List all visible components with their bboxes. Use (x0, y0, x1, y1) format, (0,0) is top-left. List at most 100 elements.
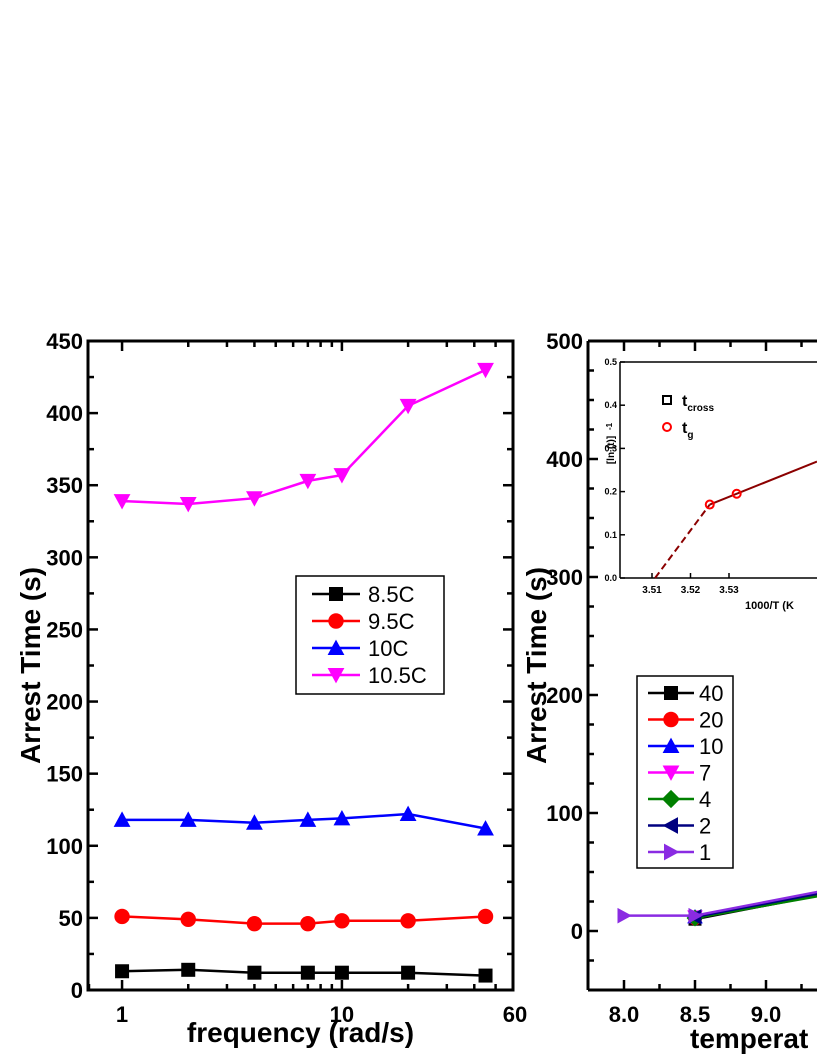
data-point (246, 814, 263, 830)
data-point (113, 811, 131, 827)
data-point (246, 915, 263, 932)
series-line (694, 892, 817, 919)
inset-x-tick-label: 3.53 (719, 585, 739, 596)
series-line (122, 368, 487, 506)
x-tick-label: 8.5 (680, 1002, 711, 1027)
data-point (399, 805, 417, 822)
series-8.5C (115, 962, 493, 983)
inset-fit-line (709, 460, 817, 506)
x-tick-label: 8.0 (609, 1002, 640, 1027)
data-point (477, 908, 494, 925)
inset-y-tick-label: 0.0 (604, 573, 617, 583)
y-tick-label: 100 (546, 801, 583, 826)
inset-y-tick-label: 0.1 (604, 530, 617, 540)
y-tick-label: 300 (46, 545, 83, 570)
inset-y-tick-label: 0.2 (604, 487, 617, 497)
data-point (334, 965, 349, 980)
data-point (300, 915, 316, 932)
data-point (400, 913, 416, 929)
x-axis-label: temperat (690, 1023, 808, 1054)
y-tick-label: 400 (546, 447, 583, 472)
data-point (478, 968, 493, 983)
data-point (477, 820, 494, 836)
series-10C (113, 805, 494, 836)
y-tick-label: 250 (46, 617, 83, 642)
series-10.5C (113, 362, 494, 513)
legend-label: 40 (699, 681, 723, 706)
legend-label: 2 (699, 814, 711, 839)
y-axis-label: Arrest Time (s) (15, 567, 46, 764)
legend-marker (662, 765, 680, 781)
legend-label: 10 (699, 734, 723, 759)
data-point (179, 496, 197, 513)
legend-label: 4 (699, 787, 711, 812)
inset-y-tick-label: 0.5 (604, 357, 617, 367)
data-point (115, 964, 130, 979)
inset-legend-marker (662, 422, 672, 432)
legend-marker (663, 711, 679, 728)
data-point (688, 907, 703, 924)
legend-marker (661, 789, 681, 809)
inset-x-tick-label: 3.51 (642, 585, 662, 596)
y-tick-label: 150 (46, 762, 83, 787)
legend-marker (662, 817, 678, 834)
legend-marker (327, 668, 345, 684)
legend-marker (664, 686, 678, 700)
y-tick-label: 0 (571, 919, 583, 944)
data-point (401, 965, 416, 980)
legend-label: 10C (368, 636, 408, 661)
y-tick-label: 0 (71, 978, 83, 1003)
data-point (617, 907, 632, 924)
inset-chart: 0.0 0.1 0.2 0.3 0.4 0.5 3.51 3.52 3.53 1000/T (K [… (604, 357, 817, 612)
inset-y-exponent: -1 (605, 422, 614, 430)
legend-marker (328, 613, 344, 629)
data-point (334, 913, 350, 929)
y-tick-label: 450 (46, 329, 83, 354)
data-point (179, 811, 197, 827)
legend-label: 10.5C (368, 663, 427, 688)
data-point (299, 811, 317, 827)
legend-label: 20 (699, 708, 723, 733)
data-point (181, 962, 196, 977)
y-tick-label: 350 (46, 473, 83, 498)
data-point (299, 473, 317, 490)
x-axis-label: frequency (rad/s) (187, 1017, 414, 1048)
data-point (246, 491, 263, 507)
inset-x-axis-label: 1000/T (K (745, 600, 794, 612)
inset-legend-subscript: g (687, 430, 693, 441)
y-tick-label: 500 (546, 329, 583, 354)
data-point (477, 362, 494, 379)
data-point (113, 494, 131, 510)
data-point (300, 965, 315, 980)
inset-y-tick-label: 0.3 (604, 443, 617, 453)
inset-data-point (704, 499, 715, 510)
inset-legend-marker (662, 395, 672, 405)
legend-marker (329, 587, 343, 601)
legend-label: 8.5C (368, 582, 415, 607)
inset-legend-subscript: cross (687, 403, 714, 414)
inset-y-axis-label: [ln (t)] (606, 436, 617, 464)
inset-data-point (731, 488, 742, 499)
y-tick-label: 400 (46, 401, 83, 426)
x-tick-label: 9.0 (751, 1002, 782, 1027)
x-tick-label: 1 (116, 1002, 128, 1027)
y-tick-label: 100 (46, 834, 83, 859)
inset-legend-label: tcross (682, 393, 714, 414)
data-point (114, 908, 130, 925)
data-point (247, 965, 262, 980)
series-line (694, 895, 817, 920)
inset-y-tick-label: 0.4 (604, 400, 617, 410)
y-tick-label: 300 (546, 565, 583, 590)
inset-x-tick-label: 3.52 (681, 585, 701, 596)
legend-label: 9.5C (368, 609, 415, 634)
series-1 (617, 890, 817, 924)
legend-marker (662, 737, 680, 753)
inset-fit-extrapolation (654, 503, 711, 579)
x-tick-label: 10 (330, 1002, 354, 1027)
series-line (624, 890, 817, 917)
y-axis-label: Arrest Time (s) (521, 567, 552, 764)
y-tick-label: 200 (546, 683, 583, 708)
legend-marker (664, 843, 680, 861)
y-tick-label: 50 (59, 906, 83, 931)
